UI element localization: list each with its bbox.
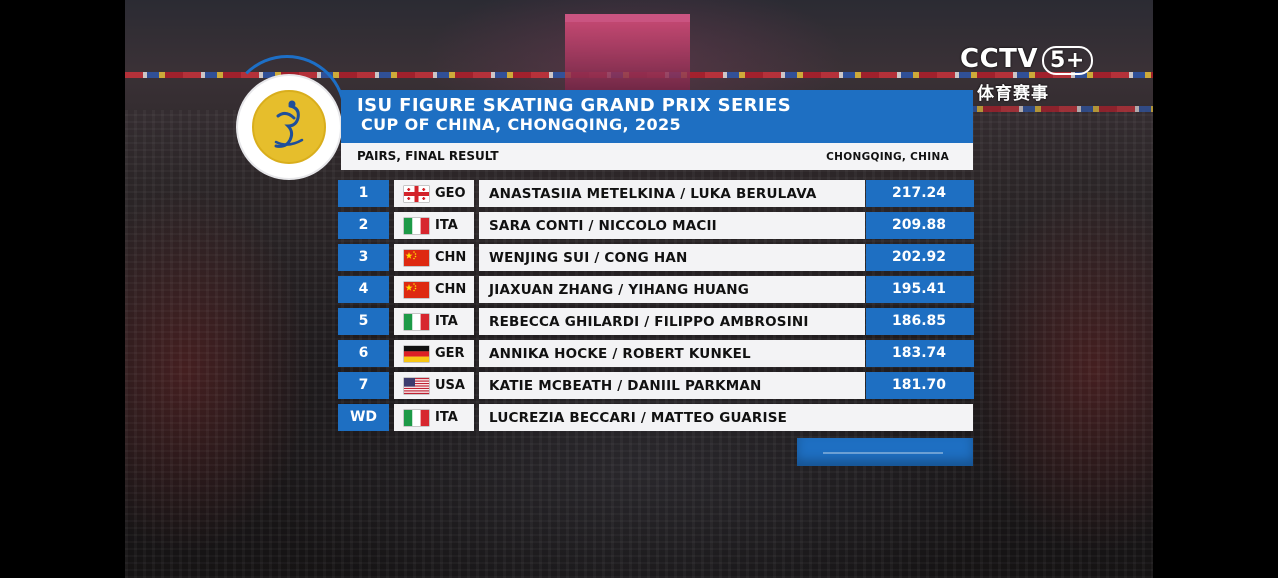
- skater-names: REBECCA GHILARDI / FILIPPO AMBROSINI: [489, 314, 809, 330]
- rank-cell: WD: [338, 404, 389, 431]
- isu-grand-prix-logo: [238, 76, 340, 178]
- footer-decoration: [823, 452, 943, 454]
- georgia-flag-icon: [404, 186, 429, 202]
- italy-flag-icon: [404, 218, 429, 234]
- result-row: 2 ITA SARA CONTI / NICCOLO MACII 209.88: [338, 212, 974, 239]
- china-flag-icon: [404, 282, 429, 298]
- nation-cell: CHN: [394, 276, 474, 303]
- germany-flag-icon: [404, 346, 429, 362]
- event-header: ISU FIGURE SKATING GRAND PRIX SERIES CUP…: [341, 90, 973, 143]
- rank-cell: 7: [338, 372, 389, 399]
- skater-names-cell: REBECCA GHILARDI / FILIPPO AMBROSINI: [479, 308, 865, 335]
- nation-code: GER: [435, 346, 465, 361]
- skater-names-cell: WENJING SUI / CONG HAN: [479, 244, 865, 271]
- score-cell: 209.88: [866, 212, 974, 239]
- rank-cell: 5: [338, 308, 389, 335]
- nation-cell: ITA: [394, 212, 474, 239]
- nation-code: CHN: [435, 282, 467, 297]
- result-row-withdrawn: WD ITA LUCREZIA BECCARI / MATTEO GUARISE: [338, 404, 974, 431]
- skater-names: JIAXUAN ZHANG / YIHANG HUANG: [489, 282, 750, 298]
- channel-badge: 5+: [1042, 46, 1093, 75]
- score-cell: 195.41: [866, 276, 974, 303]
- skater-names: KATIE MCBEATH / DANIIL PARKMAN: [489, 378, 762, 394]
- rank-cell: 4: [338, 276, 389, 303]
- event-category-label: PAIRS, FINAL RESULT: [357, 149, 499, 163]
- skater-names-cell: KATIE MCBEATH / DANIIL PARKMAN: [479, 372, 865, 399]
- result-row: 6 GER ANNIKA HOCKE / ROBERT KUNKEL 183.7…: [338, 340, 974, 367]
- rank-cell: 2: [338, 212, 389, 239]
- broadcaster-logo: CCTV 5+: [960, 44, 1093, 75]
- result-row: 1 GEO ANASTASIIA METELKINA / LUKA BERULA…: [338, 180, 974, 207]
- skater-names-cell: JIAXUAN ZHANG / YIHANG HUANG: [479, 276, 865, 303]
- result-subheader: PAIRS, FINAL RESULT CHONGQING, CHINA: [341, 143, 973, 170]
- event-subtitle: CUP OF CHINA, CHONGQING, 2025: [361, 115, 682, 134]
- score-cell: 181.70: [866, 372, 974, 399]
- nation-cell: ITA: [394, 308, 474, 335]
- arena-jumbotron: [565, 14, 690, 100]
- score-cell: 202.92: [866, 244, 974, 271]
- rank-cell: 1: [338, 180, 389, 207]
- rank-cell: 3: [338, 244, 389, 271]
- skater-names: ANNIKA HOCKE / ROBERT KUNKEL: [489, 346, 751, 362]
- china-flag-icon: [404, 250, 429, 266]
- italy-flag-icon: [404, 314, 429, 330]
- nation-code: CHN: [435, 250, 467, 265]
- skater-names: ANASTASIIA METELKINA / LUKA BERULAVA: [489, 186, 817, 202]
- score-cell: 217.24: [866, 180, 974, 207]
- score-cell: 186.85: [866, 308, 974, 335]
- broadcaster-logo-text: CCTV: [960, 44, 1039, 74]
- skater-names-cell: SARA CONTI / NICCOLO MACII: [479, 212, 865, 239]
- nation-code: ITA: [435, 314, 458, 329]
- graphic-footer-bar: [797, 438, 973, 466]
- skater-emblem-icon: [252, 90, 326, 164]
- skater-names: WENJING SUI / CONG HAN: [489, 250, 688, 266]
- nation-code: USA: [435, 378, 465, 393]
- nation-code: GEO: [435, 186, 466, 201]
- skater-names-cell: LUCREZIA BECCARI / MATTEO GUARISE: [479, 404, 973, 431]
- nation-cell: USA: [394, 372, 474, 399]
- flag-ribbon-right: [885, 106, 1153, 112]
- event-location: CHONGQING, CHINA: [826, 151, 949, 163]
- score-cell: 183.74: [866, 340, 974, 367]
- result-row: 4 CHN JIAXUAN ZHANG / YIHANG HUANG 195.4…: [338, 276, 974, 303]
- result-row: 7 USA KATIE MCBEATH / DANIIL PARKMAN 181…: [338, 372, 974, 399]
- skater-names: LUCREZIA BECCARI / MATTEO GUARISE: [489, 410, 788, 426]
- skater-names-cell: ANNIKA HOCKE / ROBERT KUNKEL: [479, 340, 865, 367]
- event-title: ISU FIGURE SKATING GRAND PRIX SERIES: [357, 95, 792, 116]
- nation-cell: ITA: [394, 404, 474, 431]
- nation-cell: GEO: [394, 180, 474, 207]
- nation-cell: CHN: [394, 244, 474, 271]
- result-row: 5 ITA REBECCA GHILARDI / FILIPPO AMBROSI…: [338, 308, 974, 335]
- skater-names: SARA CONTI / NICCOLO MACII: [489, 218, 717, 234]
- nation-code: ITA: [435, 410, 458, 425]
- nation-code: ITA: [435, 218, 458, 233]
- skater-names-cell: ANASTASIIA METELKINA / LUKA BERULAVA: [479, 180, 865, 207]
- rank-cell: 6: [338, 340, 389, 367]
- usa-flag-icon: [404, 378, 429, 394]
- nation-cell: GER: [394, 340, 474, 367]
- italy-flag-icon: [404, 410, 429, 426]
- result-row: 3 CHN WENJING SUI / CONG HAN 202.92: [338, 244, 974, 271]
- broadcaster-subtitle: 体育赛事: [977, 84, 1049, 104]
